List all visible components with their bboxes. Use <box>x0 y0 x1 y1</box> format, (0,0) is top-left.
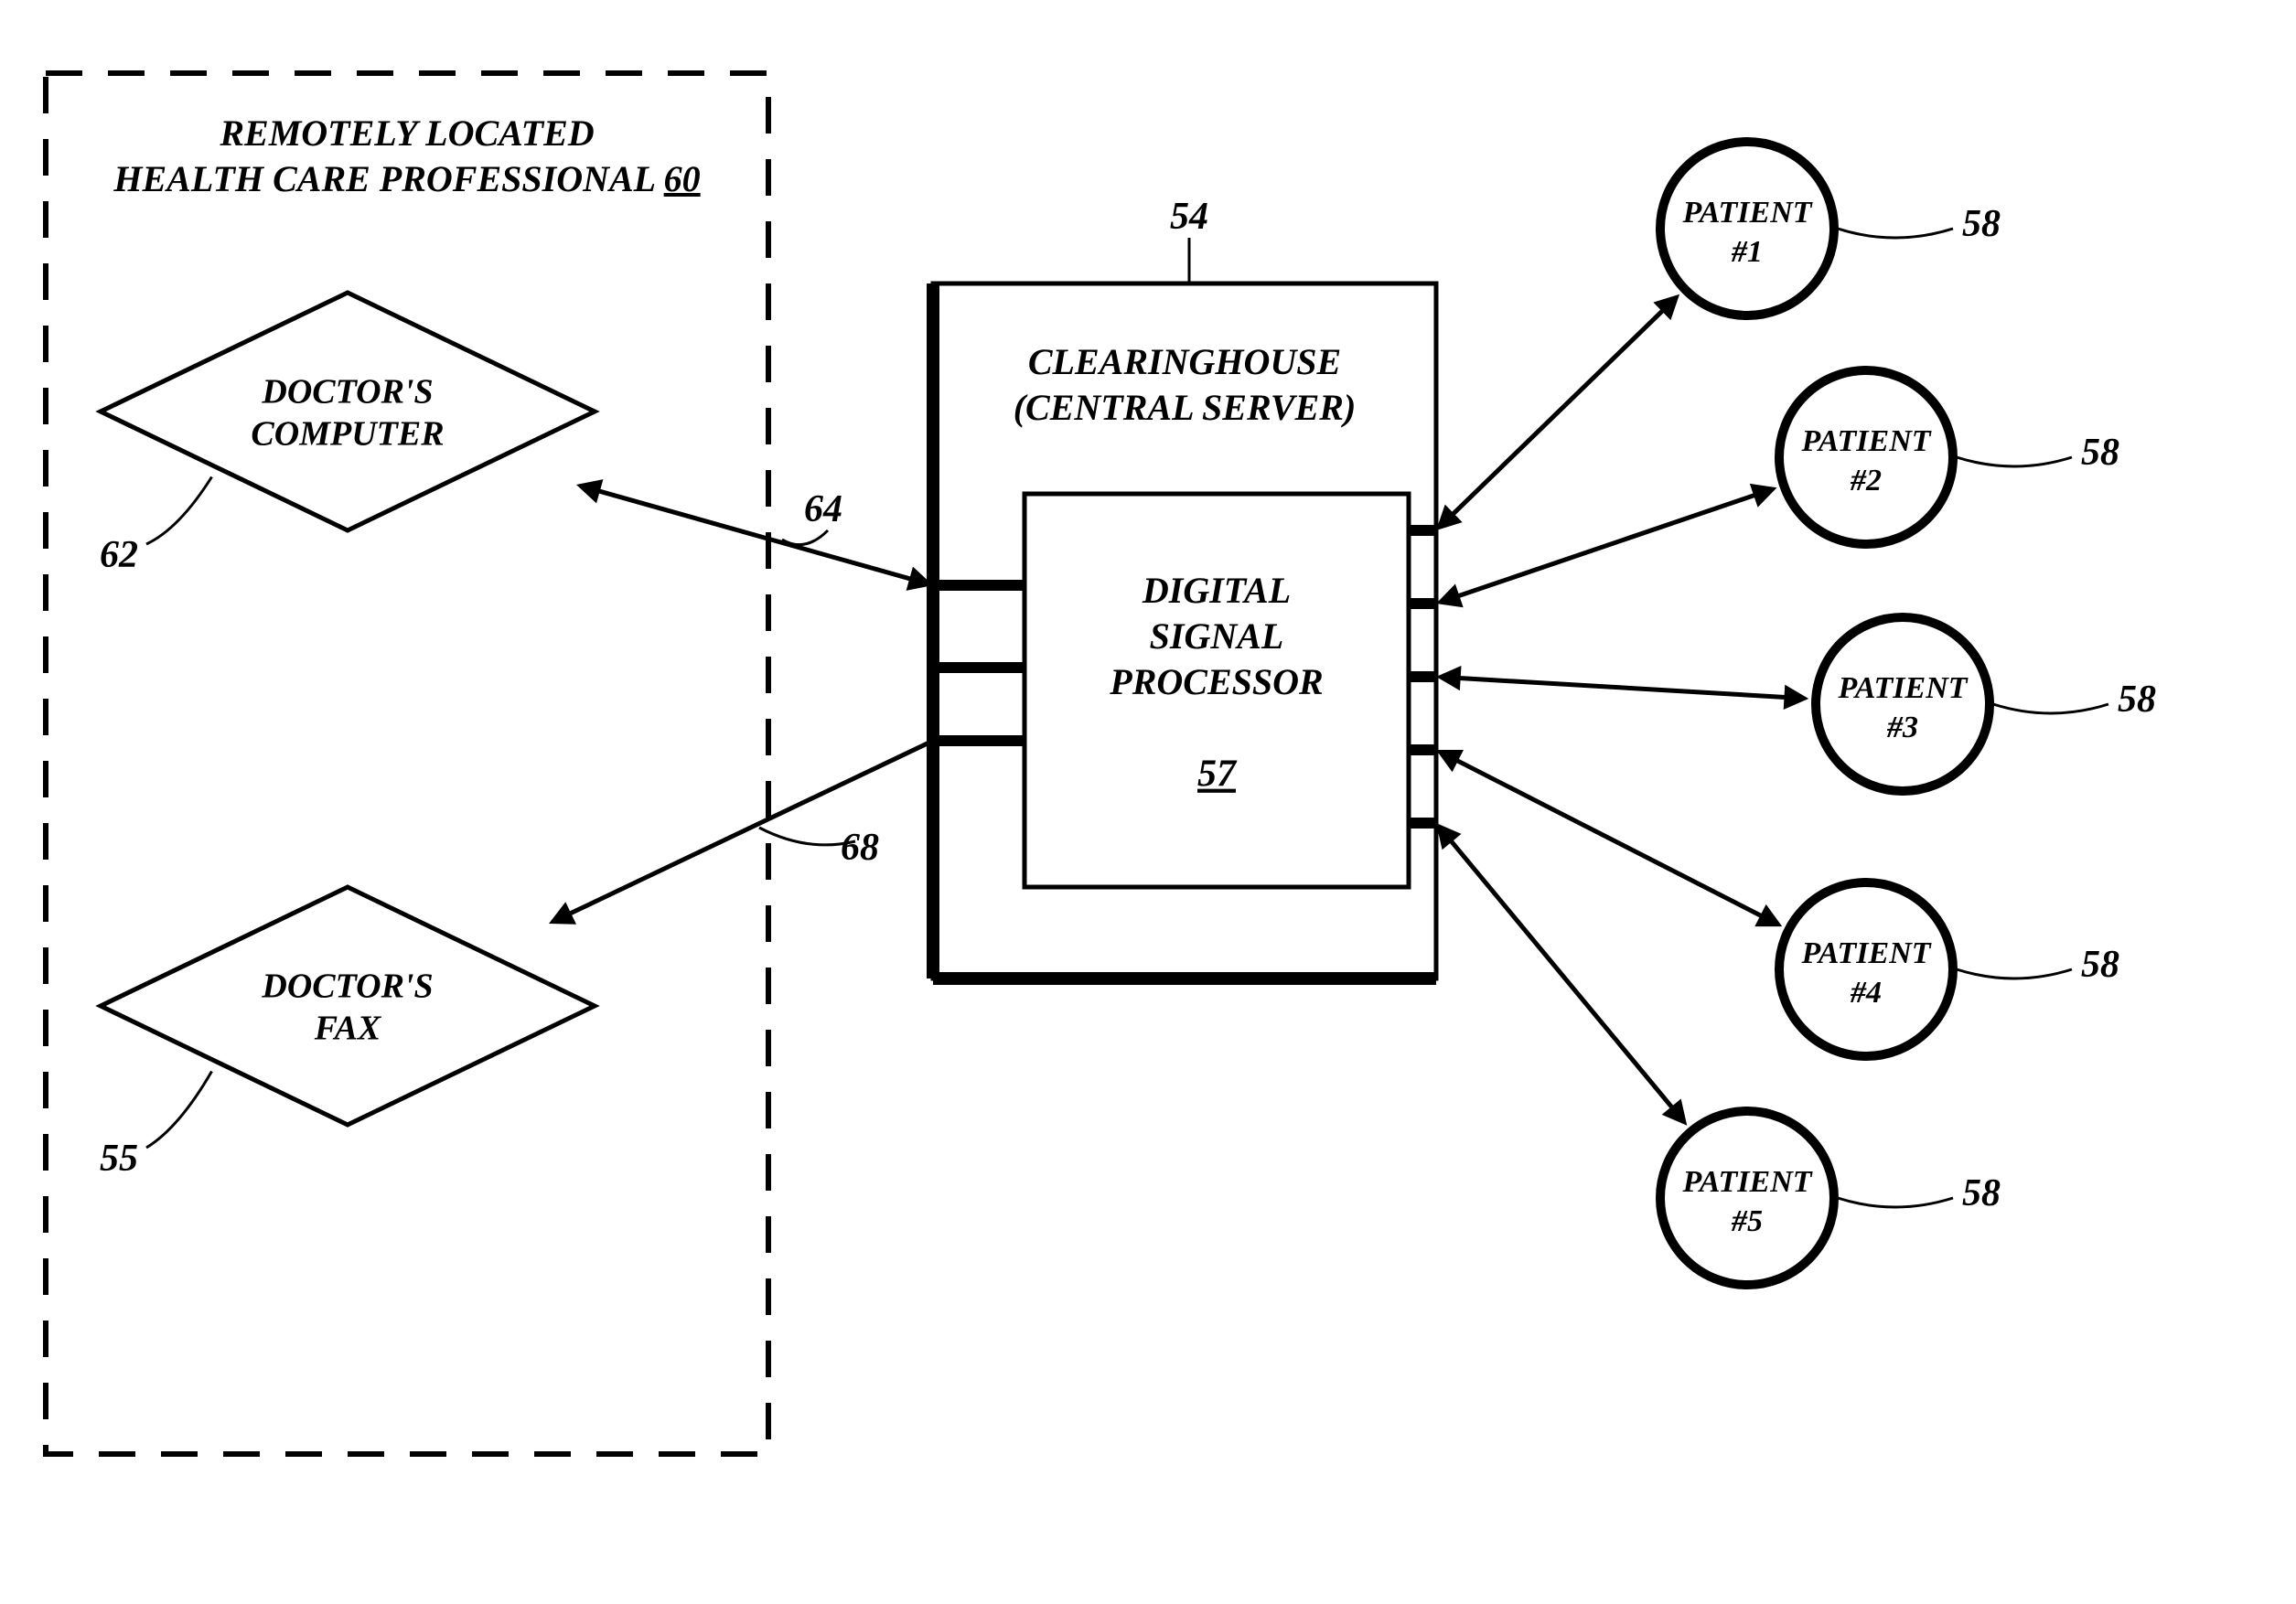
svg-text:DIGITAL: DIGITAL <box>1142 570 1291 611</box>
svg-text:(CENTRAL SERVER): (CENTRAL SERVER) <box>1014 387 1357 428</box>
svg-text:#5: #5 <box>1731 1204 1763 1238</box>
svg-text:PATIENT: PATIENT <box>1800 936 1931 970</box>
svg-text:64: 64 <box>804 488 842 530</box>
svg-text:CLEARINGHOUSE: CLEARINGHOUSE <box>1028 341 1341 382</box>
svg-text:SIGNAL: SIGNAL <box>1150 615 1284 657</box>
svg-text:57: 57 <box>1197 754 1238 796</box>
svg-text:PATIENT: PATIENT <box>1681 196 1812 230</box>
svg-text:58: 58 <box>2118 679 2156 721</box>
svg-text:58: 58 <box>1962 1172 2001 1214</box>
svg-text:FAX: FAX <box>314 1010 382 1048</box>
svg-text:DOCTOR'S: DOCTOR'S <box>261 968 433 1006</box>
svg-text:#3: #3 <box>1886 711 1918 744</box>
svg-text:58: 58 <box>2081 944 2119 986</box>
svg-text:62: 62 <box>100 534 138 576</box>
svg-text:55: 55 <box>100 1138 138 1180</box>
svg-text:COMPUTER: COMPUTER <box>251 415 444 454</box>
svg-text:58: 58 <box>1962 203 2001 245</box>
svg-text:#2: #2 <box>1850 464 1882 497</box>
svg-text:PATIENT: PATIENT <box>1837 671 1968 705</box>
svg-text:54: 54 <box>1170 196 1208 238</box>
svg-text:PATIENT: PATIENT <box>1681 1165 1812 1199</box>
svg-text:REMOTELY LOCATED: REMOTELY LOCATED <box>219 112 594 154</box>
svg-text:58: 58 <box>2081 432 2119 474</box>
svg-text:PATIENT: PATIENT <box>1800 424 1931 458</box>
svg-text:PROCESSOR: PROCESSOR <box>1109 661 1323 702</box>
svg-text:#4: #4 <box>1850 976 1882 1010</box>
svg-text:HEALTH CARE PROFESSIONAL 60: HEALTH CARE PROFESSIONAL 60 <box>113 158 700 199</box>
svg-text:#1: #1 <box>1731 235 1763 269</box>
svg-text:DOCTOR'S: DOCTOR'S <box>261 373 433 412</box>
svg-text:68: 68 <box>841 827 879 869</box>
